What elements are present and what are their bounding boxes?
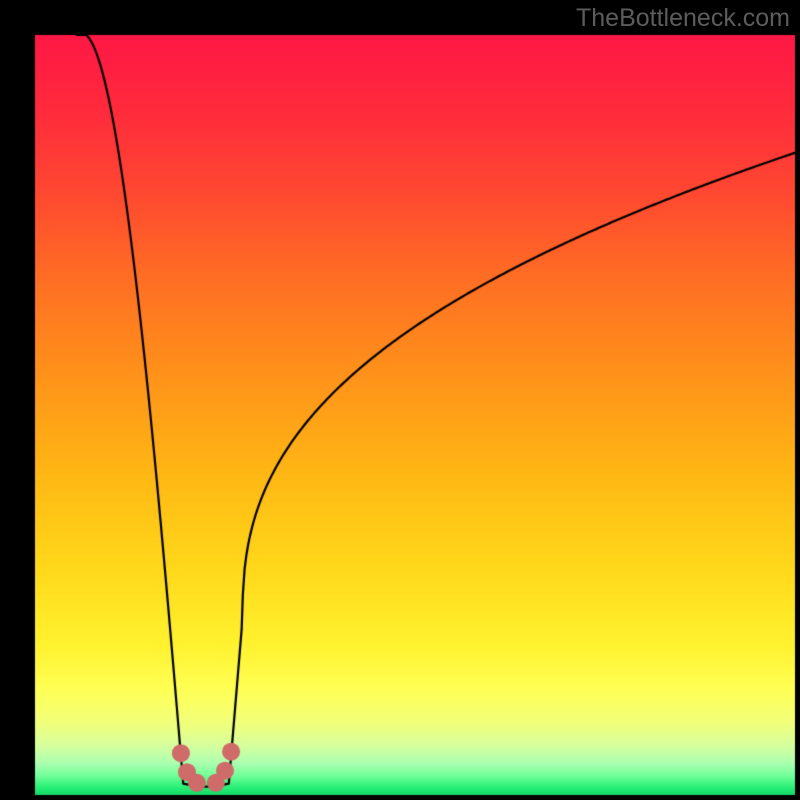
bottleneck-chart-canvas [0, 0, 800, 800]
chart-stage: TheBottleneck.com [0, 0, 800, 800]
